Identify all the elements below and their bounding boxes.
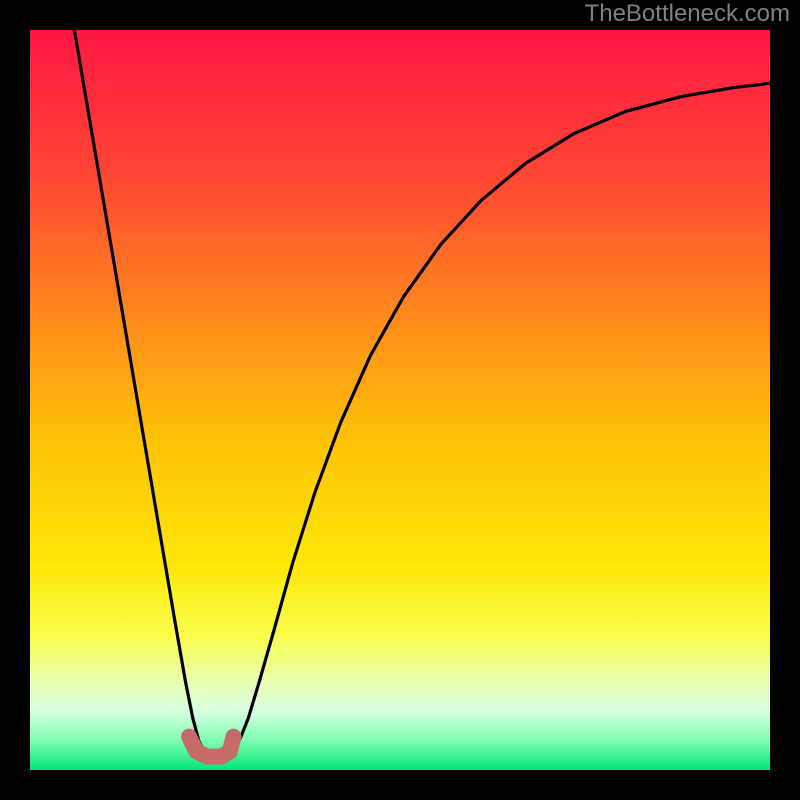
watermark-text: TheBottleneck.com <box>585 0 790 28</box>
plot-gradient-rect <box>30 30 770 770</box>
chart-svg <box>0 0 800 800</box>
chart-root: TheBottleneck.com <box>0 0 800 800</box>
